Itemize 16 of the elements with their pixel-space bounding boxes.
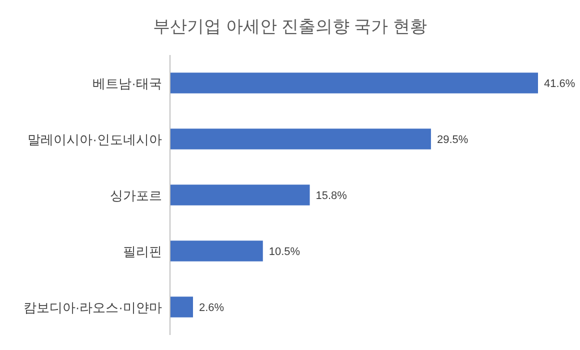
- y-tick-label: 싱가포르: [110, 188, 162, 203]
- data-label: 29.5%: [436, 134, 468, 146]
- data-label: 41.6%: [544, 78, 576, 90]
- bar: [170, 240, 263, 262]
- y-tick-label: 필리핀: [123, 244, 162, 259]
- chart-title: 부산기업 아세안 진출의향 국가 현황: [153, 17, 427, 36]
- bar: [170, 296, 193, 318]
- data-label: 15.8%: [316, 190, 348, 202]
- bar: [170, 184, 310, 206]
- bar: [170, 128, 431, 150]
- data-label: 2.6%: [199, 302, 224, 314]
- y-tick-label: 베트남·태국: [92, 76, 162, 91]
- bar: [170, 72, 538, 94]
- y-tick-label: 말레이시아·인도네시아: [28, 132, 162, 147]
- data-label: 10.5%: [268, 246, 300, 258]
- y-tick-label: 캄보디아·라오스·미얀마: [23, 300, 162, 315]
